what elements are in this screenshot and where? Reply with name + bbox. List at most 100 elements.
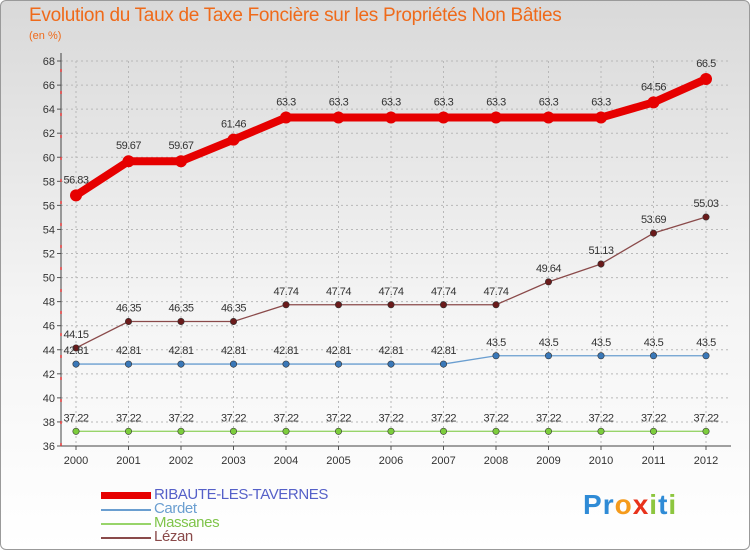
data-label: 42.81: [326, 345, 351, 357]
y-tick-label: 50: [43, 273, 55, 285]
y-tick-label: 54: [43, 224, 55, 236]
data-point: [334, 301, 342, 309]
data-label: 53.69: [641, 214, 666, 226]
data-label: 37.22: [221, 412, 246, 424]
x-tick-label: 2007: [431, 455, 455, 467]
x-tick-label: 2004: [274, 455, 298, 467]
data-point: [544, 352, 552, 360]
data-point: [387, 427, 395, 435]
y-tick-label: 56: [43, 200, 55, 212]
data-label: 63.3: [486, 97, 506, 109]
data-point: [282, 360, 290, 368]
data-point: [385, 111, 397, 124]
data-point: [72, 360, 80, 368]
data-point: [702, 427, 710, 435]
data-label: 47.74: [273, 286, 298, 298]
logo-letter: o: [614, 489, 633, 520]
legend-swatch-massanes: [101, 523, 151, 525]
data-point: [387, 301, 395, 309]
data-label: 42.81: [273, 345, 298, 357]
data-point: [700, 73, 712, 86]
data-label: 59.67: [168, 140, 193, 152]
data-label: 43.5: [591, 337, 611, 349]
x-tick-label: 2000: [64, 455, 88, 467]
x-tick-label: 2002: [169, 455, 193, 467]
data-label: 63.3: [539, 97, 559, 109]
x-tick-label: 2006: [379, 455, 403, 467]
data-point: [439, 427, 447, 435]
x-tick-label: 2001: [116, 455, 140, 467]
y-tick-label: 44: [43, 345, 55, 357]
data-label: 46.35: [221, 302, 246, 314]
data-label: 37.22: [168, 412, 193, 424]
data-label: 43.5: [539, 337, 559, 349]
data-point: [387, 360, 395, 368]
data-label: 59.67: [116, 140, 141, 152]
data-label: 51.13: [588, 245, 613, 257]
data-label: 63.3: [434, 97, 454, 109]
y-tick-label: 48: [43, 297, 55, 309]
data-label: 61.46: [221, 119, 246, 131]
data-label: 37.22: [378, 412, 403, 424]
data-label: 47.74: [378, 286, 403, 298]
y-tick-label: 58: [43, 176, 55, 188]
y-tick-label: 64: [43, 104, 55, 116]
data-point: [125, 360, 133, 368]
logo-letter: i: [668, 489, 678, 520]
data-label: 46.35: [116, 302, 141, 314]
data-point: [542, 111, 555, 124]
data-point: [177, 427, 185, 435]
data-label: 46.35: [168, 302, 193, 314]
data-label: 37.22: [588, 412, 613, 424]
data-label: 55.03: [693, 198, 718, 210]
data-point: [125, 317, 133, 325]
legend-label-ribaute: RIBAUTE-LES-TAVERNES: [154, 486, 328, 503]
proxiti-logo[interactable]: Proxiti: [583, 489, 677, 521]
legend-swatch-cardet: [101, 509, 151, 511]
logo-letter: i: [649, 489, 659, 520]
data-label: 66.5: [696, 58, 716, 70]
legend-label-lezan: Lézan: [154, 528, 193, 545]
y-tick-label: 66: [43, 80, 55, 92]
data-label: 42.81: [431, 345, 456, 357]
data-label: 37.22: [116, 412, 141, 424]
data-label: 37.22: [536, 412, 561, 424]
data-label: 63.3: [329, 97, 349, 109]
y-tick-label: 60: [43, 152, 55, 164]
data-point: [230, 317, 238, 325]
data-label: 42.81: [221, 345, 246, 357]
data-label: 37.22: [431, 412, 456, 424]
data-point: [597, 427, 605, 435]
data-point: [702, 213, 710, 221]
x-tick-label: 2003: [221, 455, 245, 467]
y-tick-label: 40: [43, 393, 55, 405]
data-point: [544, 278, 552, 286]
data-point: [230, 360, 238, 368]
data-label: 47.74: [483, 286, 508, 298]
y-tick-label: 38: [43, 417, 55, 429]
legend-label-cardet: Cardet: [154, 500, 197, 517]
x-tick-label: 2011: [642, 455, 666, 467]
data-label: 37.22: [273, 412, 298, 424]
data-point: [649, 229, 657, 237]
x-tick-label: 2005: [326, 455, 350, 467]
data-point: [597, 260, 605, 268]
y-tick-label: 46: [43, 321, 55, 333]
data-point: [72, 427, 80, 435]
data-label: 63.3: [276, 97, 296, 109]
data-point: [177, 317, 185, 325]
legend-swatch-ribaute: [101, 492, 151, 499]
data-point: [177, 360, 185, 368]
x-tick-label: 2009: [536, 455, 560, 467]
data-point: [492, 301, 500, 309]
data-label: 43.5: [696, 337, 716, 349]
data-label: 64.56: [641, 81, 666, 93]
data-point: [439, 360, 447, 368]
data-point: [439, 301, 447, 309]
legend-swatch-lezan: [101, 537, 151, 539]
x-tick-label: 2012: [694, 455, 718, 467]
logo-letter: r: [602, 489, 615, 520]
y-tick-label: 62: [43, 128, 55, 140]
data-point: [280, 111, 292, 124]
